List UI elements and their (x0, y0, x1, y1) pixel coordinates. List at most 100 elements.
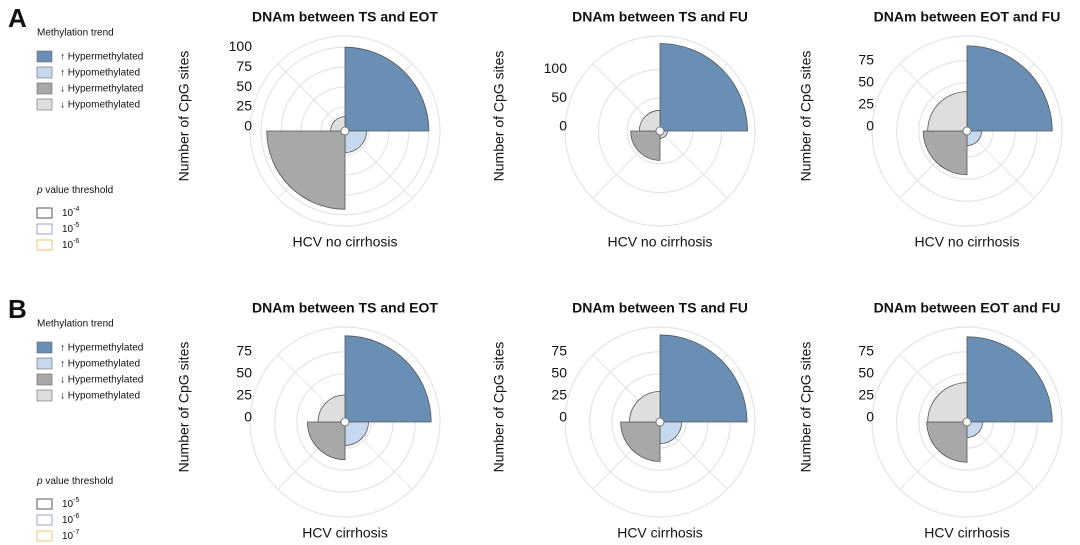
legend-swatch (36, 82, 53, 95)
y-tick-label: 75 (236, 342, 252, 358)
legend-title: Methylation trend (37, 28, 114, 39)
wedge (659, 421, 683, 445)
y-tick-label: 50 (551, 365, 567, 381)
y-tick-label: 25 (551, 387, 567, 403)
y-tick-label: 50 (551, 89, 567, 105)
x-axis-label: HCV cirrhosis (617, 525, 703, 541)
chart-title: DNAm between EOT and FU (874, 300, 1061, 316)
threshold-swatch (36, 239, 53, 251)
legend-swatch (36, 373, 53, 386)
wedge (620, 421, 661, 462)
threshold-swatch (36, 223, 53, 235)
threshold-title: p value threshold (36, 185, 113, 196)
threshold-swatch (36, 207, 53, 219)
spoke (966, 130, 1035, 199)
threshold-swatch (36, 514, 53, 526)
panel-label: B (8, 294, 27, 324)
y-tick-label: 75 (858, 342, 874, 358)
wedge (927, 382, 968, 423)
legend-label: ↓ Hypermethylated (60, 84, 143, 95)
panel-label: A (8, 3, 27, 33)
legend-label: ↑ Hypermethylated (60, 343, 143, 354)
legend-swatch (36, 66, 53, 79)
legend-label: ↓ Hypomethylated (60, 391, 140, 402)
wedge (927, 91, 968, 132)
center-hole (340, 126, 350, 136)
threshold-label: 10-7 (62, 529, 79, 542)
wedge (659, 43, 748, 132)
wedge (926, 421, 968, 463)
threshold-exp: -6 (73, 238, 79, 245)
legend-label: ↓ Hypermethylated (60, 375, 143, 386)
y-tick-label: 50 (858, 74, 874, 90)
y-axis-label: Number of CpG sites (176, 342, 192, 473)
y-tick-label: 0 (559, 118, 567, 134)
outer-circle (249, 326, 441, 518)
threshold-exp: -6 (73, 513, 79, 520)
threshold-exp: -4 (73, 206, 79, 213)
y-axis-label: Number of CpG sites (176, 51, 192, 182)
y-tick-label: 25 (858, 387, 874, 403)
y-tick-label: 50 (236, 78, 252, 94)
threshold-title: p value threshold (36, 476, 113, 487)
wedge (317, 394, 346, 423)
wedge (344, 46, 430, 132)
wedge (638, 109, 661, 132)
legend-swatch (36, 98, 53, 111)
y-tick-label: 0 (866, 118, 874, 134)
wedge (922, 130, 968, 176)
y-axis-label: Number of CpG sites (798, 51, 814, 182)
threshold-swatch (36, 530, 53, 542)
wedge (266, 130, 346, 210)
y-tick-label: 25 (858, 96, 874, 112)
threshold-text: value threshold (43, 476, 114, 487)
x-axis-label: HCV cirrhosis (302, 525, 388, 541)
x-axis-label: HCV no cirrhosis (914, 234, 1019, 250)
y-tick-label: 100 (229, 38, 253, 54)
y-tick-label: 75 (551, 342, 567, 358)
x-axis-label: HCV cirrhosis (924, 525, 1010, 541)
threshold-italic: p (36, 185, 43, 196)
y-tick-label: 100 (544, 60, 568, 76)
threshold-exp: -5 (73, 222, 79, 229)
chart-title: DNAm between TS and EOT (252, 9, 438, 25)
wedge (630, 130, 661, 161)
threshold-label: 10-6 (62, 513, 79, 526)
y-tick-label: 50 (858, 365, 874, 381)
threshold-base: 10 (62, 224, 74, 235)
wedge (344, 130, 367, 153)
wedge (966, 336, 1053, 423)
spoke (277, 63, 346, 132)
threshold-label: 10-5 (62, 222, 79, 235)
legend-swatch (36, 389, 53, 402)
chart-title: DNAm between TS and FU (572, 9, 748, 25)
threshold-base: 10 (62, 499, 74, 510)
y-tick-label: 0 (559, 409, 567, 425)
center-hole (962, 126, 972, 136)
threshold-base: 10 (62, 208, 74, 219)
chart-title: DNAm between TS and EOT (252, 300, 438, 316)
y-tick-label: 75 (858, 51, 874, 67)
threshold-label: 10-6 (62, 238, 79, 251)
legend-label: ↑ Hypomethylated (60, 68, 140, 79)
wedge (629, 391, 661, 423)
outer-circle (564, 326, 756, 518)
y-axis-label: Number of CpG sites (491, 342, 507, 473)
threshold-base: 10 (62, 531, 74, 542)
outer-circle (249, 35, 441, 227)
y-tick-label: 75 (236, 58, 252, 74)
wedge (344, 335, 432, 423)
wedge (966, 45, 1053, 132)
legend-swatch (36, 50, 53, 63)
outer-circle (871, 326, 1063, 518)
y-tick-label: 50 (236, 365, 252, 381)
y-tick-label: 0 (244, 118, 252, 134)
threshold-base: 10 (62, 240, 74, 251)
center-hole (962, 417, 972, 427)
center-hole (655, 417, 665, 427)
outer-circle (871, 35, 1063, 227)
threshold-label: 10-4 (62, 206, 79, 219)
legend-label: ↑ Hypomethylated (60, 359, 140, 370)
threshold-swatch (36, 498, 53, 510)
